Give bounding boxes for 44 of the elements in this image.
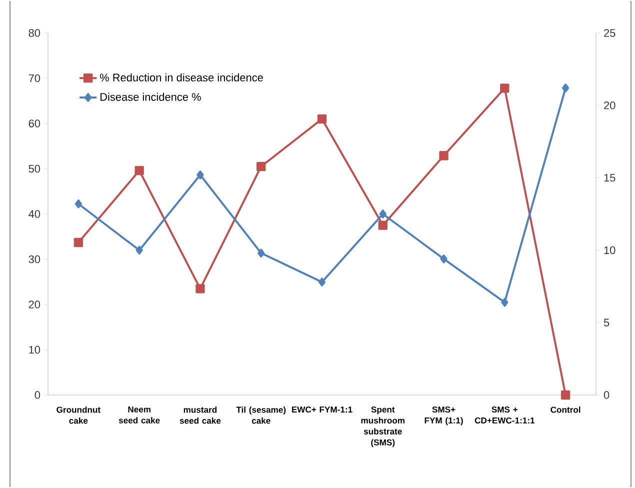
x-tick-label: Til (sesame) cake [236,406,286,424]
point [74,238,84,248]
point [440,254,448,264]
point [500,84,510,93]
point [378,220,388,230]
point [196,170,204,180]
y2-tick-label: 25 [604,29,616,37]
y-tick-label: 40 [28,210,40,218]
point [562,84,570,92]
legend-label: % Reduction in disease incidence [100,73,263,82]
y-tick-label: 70 [28,74,40,82]
point [318,278,326,286]
y2-tick-label: 5 [604,318,610,326]
point [258,248,265,258]
point [379,210,386,218]
point [136,246,143,255]
x-tick-label: mustard seed cake [180,406,221,424]
y-tick-label: 10 [29,346,40,354]
point [256,162,266,172]
y-tick-label: 30 [28,255,40,264]
y2-tick-label: 20 [604,102,616,110]
x-tick-label: SMS+ FYM (1:1) [424,406,463,426]
y2-tick-label: 0 [604,391,610,399]
y2-tick-label: 15 [604,174,616,182]
y-tick-label: 50 [28,164,40,173]
point [196,284,205,294]
y-tick-label: 80 [28,29,40,37]
legend-label: Disease incidence % [100,92,201,101]
y-tick-label: 0 [34,391,40,399]
y-tick-label: 20 [28,300,40,308]
point [501,298,508,307]
x-tick-label: Spent mushroom substrate (SMS) [361,406,404,448]
x-tick-label: EWC+ FYM-1:1 [292,406,352,413]
point [134,166,144,176]
y2-tick-label: 10 [604,246,616,254]
point [317,114,327,124]
point [74,199,82,208]
y-tick-label: 60 [28,120,40,128]
x-tick-label: Groundnut cake [56,406,100,424]
x-tick-label: SMS + CD+EWC-1:1:1 [474,406,535,424]
point [560,390,570,400]
x-tick-label: Control [550,406,580,413]
x-tick-label: Neem seed cake [118,406,160,424]
point [439,151,448,160]
